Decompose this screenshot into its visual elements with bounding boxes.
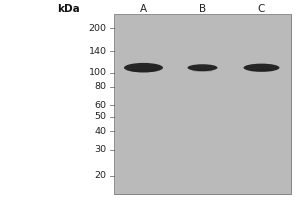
Text: A: A bbox=[140, 4, 147, 14]
Text: 50: 50 bbox=[94, 112, 106, 121]
Text: kDa: kDa bbox=[57, 4, 80, 14]
Text: C: C bbox=[258, 4, 265, 14]
Text: 140: 140 bbox=[88, 47, 106, 56]
Text: 40: 40 bbox=[94, 127, 106, 136]
Ellipse shape bbox=[188, 64, 218, 71]
Ellipse shape bbox=[192, 69, 213, 72]
Ellipse shape bbox=[249, 69, 274, 72]
Ellipse shape bbox=[124, 63, 163, 72]
Bar bbox=[114, 14, 291, 194]
Text: 20: 20 bbox=[94, 171, 106, 180]
Text: 80: 80 bbox=[94, 82, 106, 91]
Ellipse shape bbox=[130, 69, 157, 72]
Text: 30: 30 bbox=[94, 145, 106, 154]
Ellipse shape bbox=[244, 64, 280, 72]
Text: 60: 60 bbox=[94, 101, 106, 110]
Text: 100: 100 bbox=[88, 68, 106, 77]
Bar bbox=[114, 14, 173, 194]
Bar bbox=[173, 14, 232, 194]
Text: B: B bbox=[199, 4, 206, 14]
Bar bbox=[232, 14, 291, 194]
Text: 200: 200 bbox=[88, 24, 106, 33]
